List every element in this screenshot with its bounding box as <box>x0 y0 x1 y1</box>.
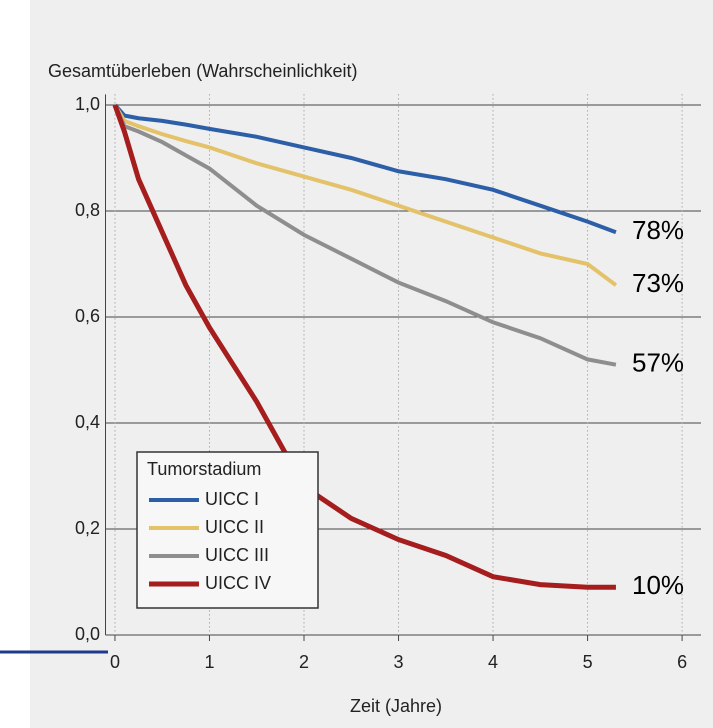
series-line <box>113 103 617 235</box>
annotation: 78% <box>632 215 684 245</box>
y-tick-label: 0,6 <box>75 306 100 326</box>
y-tick-label: 0,2 <box>75 518 100 538</box>
x-tick-label: 2 <box>299 652 309 672</box>
x-tick-label: 0 <box>110 652 120 672</box>
legend-label: UICC III <box>205 545 269 565</box>
series-line <box>113 104 617 367</box>
x-tick-label: 4 <box>488 652 498 672</box>
x-tick-label: 3 <box>394 652 404 672</box>
x-tick-label: 6 <box>677 652 687 672</box>
y-tick-label: 0,0 <box>75 624 100 644</box>
annotation: 57% <box>632 348 684 378</box>
chart-title: Gesamtüberleben (Wahrscheinlichkeit) <box>48 61 357 81</box>
annotation: 10% <box>632 570 684 600</box>
x-tick-label: 1 <box>204 652 214 672</box>
legend-label: UICC I <box>205 489 259 509</box>
x-axis-label: Zeit (Jahre) <box>350 696 442 716</box>
series-line <box>113 103 618 287</box>
y-tick-label: 0,8 <box>75 200 100 220</box>
legend-label: UICC II <box>205 517 264 537</box>
legend-label: UICC IV <box>205 573 271 593</box>
legend-title: Tumorstadium <box>147 459 261 479</box>
y-tick-label: 0,4 <box>75 412 100 432</box>
x-tick-label: 5 <box>583 652 593 672</box>
annotation: 73% <box>632 268 684 298</box>
y-tick-label: 1,0 <box>75 94 100 114</box>
